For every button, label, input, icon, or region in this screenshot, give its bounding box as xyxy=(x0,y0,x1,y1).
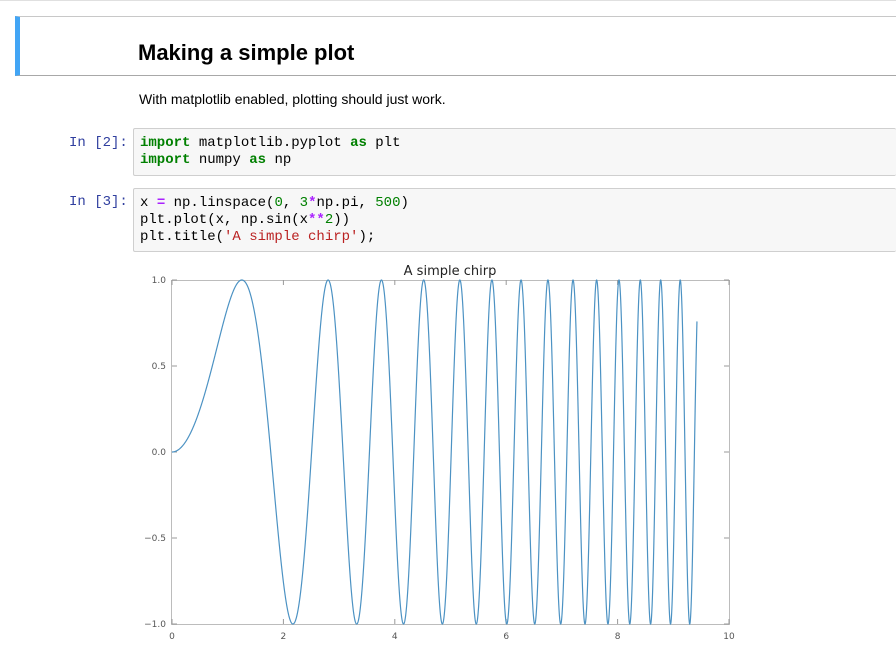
y-tick-label: −0.5 xyxy=(144,534,166,544)
code-line: import numpy as np xyxy=(140,152,896,169)
x-tick-label: 10 xyxy=(723,632,735,642)
code-token: np xyxy=(266,152,292,168)
plot-frame xyxy=(171,280,730,625)
code-token: plt xyxy=(366,135,401,151)
y-tick-label: 0.5 xyxy=(152,362,166,372)
code-token: np.pi, xyxy=(316,195,376,211)
x-tick-label: 8 xyxy=(615,632,621,642)
code-token: 500 xyxy=(375,195,401,211)
code-token: = xyxy=(156,195,166,211)
code-token: * xyxy=(308,195,317,211)
code-line: import matplotlib.pyplot as plt xyxy=(140,135,896,152)
cell-prompt-3: In [3]: xyxy=(69,194,128,210)
code-token: 'A simple chirp' xyxy=(224,229,359,245)
x-tick-label: 4 xyxy=(392,632,398,642)
code-line: plt.title('A simple chirp'); xyxy=(140,229,896,246)
code-token: , xyxy=(282,195,300,211)
code-line: x = np.linspace(0, 3*np.pi, 500) xyxy=(140,195,896,212)
code-cell-3[interactable]: x = np.linspace(0, 3*np.pi, 500) plt.plot… xyxy=(133,188,896,252)
code-token: x xyxy=(140,195,157,211)
top-divider xyxy=(0,0,896,1)
code-token: ** xyxy=(308,212,325,228)
code-token: import xyxy=(140,135,191,151)
code-token: 0 xyxy=(274,195,283,211)
y-tick-label: 0.0 xyxy=(152,448,167,458)
code-token: 3 xyxy=(299,195,309,211)
code-token: matplotlib.pyplot xyxy=(190,135,351,151)
code-token: plt.plot(x, np.sin(x xyxy=(140,212,309,228)
cell-prompt-2: In [2]: xyxy=(69,135,128,151)
code-cell-2[interactable]: import matplotlib.pyplot as plt import nu… xyxy=(133,128,896,176)
chart-title: A simple chirp xyxy=(404,264,497,279)
x-tick-label: 0 xyxy=(169,632,175,642)
chirp-plot: A simple chirp 0 2 4 6 8 10 1.0 0.5 0.0 −0.5 −1.0 xyxy=(144,264,735,642)
code-token: )) xyxy=(333,212,351,228)
heading-title: Making a simple plot xyxy=(138,40,355,65)
markdown-text: With matplotlib enabled, plotting should… xyxy=(139,91,446,107)
x-tick-label: 6 xyxy=(503,632,509,642)
code-line: plt.plot(x, np.sin(x**2)) xyxy=(140,212,896,229)
y-tick-label: 1.0 xyxy=(152,276,167,286)
code-token: import xyxy=(140,152,191,168)
code-token: ) xyxy=(400,195,409,211)
code-token: 2 xyxy=(324,212,334,228)
code-token: as xyxy=(350,135,367,151)
code-token: as xyxy=(249,152,267,168)
code-token: plt.title( xyxy=(140,229,225,245)
code-token: ); xyxy=(358,229,376,245)
x-tick-label: 2 xyxy=(281,632,287,642)
code-token: np.linspace( xyxy=(165,195,275,211)
markdown-heading-cell[interactable]: Making a simple plot xyxy=(15,16,896,76)
code-token: numpy xyxy=(190,152,250,168)
series-line-chirp xyxy=(172,279,698,625)
y-tick-label: −1.0 xyxy=(144,620,166,630)
